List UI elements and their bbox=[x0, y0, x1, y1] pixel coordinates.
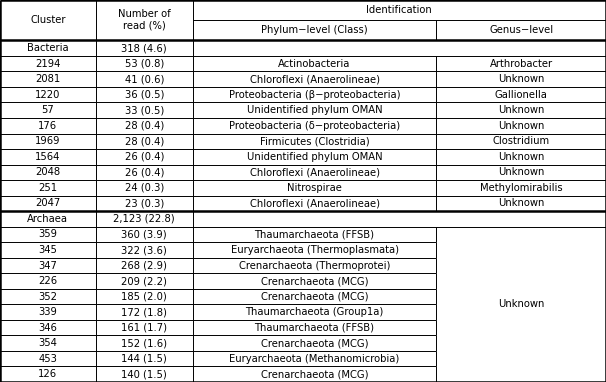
Text: 1220: 1220 bbox=[35, 90, 61, 100]
Text: 24 (0.3): 24 (0.3) bbox=[125, 183, 164, 193]
Text: 339: 339 bbox=[38, 307, 58, 317]
Text: Thaumarchaeota (FFSB): Thaumarchaeota (FFSB) bbox=[255, 230, 375, 240]
Text: Chloroflexi (Anaerolineae): Chloroflexi (Anaerolineae) bbox=[250, 74, 379, 84]
Text: 33 (0.5): 33 (0.5) bbox=[125, 105, 164, 115]
Text: Thaumarchaeota (FFSB): Thaumarchaeota (FFSB) bbox=[255, 323, 375, 333]
Text: 268 (2.9): 268 (2.9) bbox=[121, 261, 167, 270]
Text: 2048: 2048 bbox=[35, 167, 61, 177]
Text: 36 (0.5): 36 (0.5) bbox=[125, 90, 164, 100]
Text: Crenarchaeota (MCG): Crenarchaeota (MCG) bbox=[261, 276, 368, 286]
Text: Unknown: Unknown bbox=[498, 121, 544, 131]
Text: 346: 346 bbox=[38, 323, 58, 333]
Text: Gallionella: Gallionella bbox=[494, 90, 548, 100]
Text: 352: 352 bbox=[38, 291, 58, 302]
Text: 28 (0.4): 28 (0.4) bbox=[125, 136, 164, 146]
Text: Nitrospirae: Nitrospirae bbox=[287, 183, 342, 193]
Text: Crenarchaeota (MCG): Crenarchaeota (MCG) bbox=[261, 291, 368, 302]
Text: Number of
read (%): Number of read (%) bbox=[118, 10, 171, 31]
Text: Unknown: Unknown bbox=[498, 299, 544, 309]
Text: 53 (0.8): 53 (0.8) bbox=[125, 59, 164, 69]
Text: 322 (3.6): 322 (3.6) bbox=[121, 245, 167, 255]
Text: 360 (3.9): 360 (3.9) bbox=[121, 230, 167, 240]
Text: 23 (0.3): 23 (0.3) bbox=[125, 198, 164, 209]
Text: 26 (0.4): 26 (0.4) bbox=[125, 152, 164, 162]
Text: 318 (4.6): 318 (4.6) bbox=[121, 43, 167, 53]
Text: 251: 251 bbox=[38, 183, 58, 193]
Text: 172 (1.8): 172 (1.8) bbox=[121, 307, 167, 317]
Text: Unknown: Unknown bbox=[498, 74, 544, 84]
Text: Cluster: Cluster bbox=[30, 15, 65, 25]
Text: Bacteria: Bacteria bbox=[27, 43, 68, 53]
Text: 185 (2.0): 185 (2.0) bbox=[121, 291, 167, 302]
Text: 26 (0.4): 26 (0.4) bbox=[125, 167, 164, 177]
Text: Unknown: Unknown bbox=[498, 167, 544, 177]
Text: 161 (1.7): 161 (1.7) bbox=[121, 323, 167, 333]
Text: 2194: 2194 bbox=[35, 59, 61, 69]
Text: Euryarchaeota (Thermoplasmata): Euryarchaeota (Thermoplasmata) bbox=[230, 245, 399, 255]
Text: 2081: 2081 bbox=[35, 74, 61, 84]
Text: 1969: 1969 bbox=[35, 136, 61, 146]
Text: Unidentified phylum OMAN: Unidentified phylum OMAN bbox=[247, 105, 382, 115]
Text: 345: 345 bbox=[38, 245, 58, 255]
Text: 41 (0.6): 41 (0.6) bbox=[125, 74, 164, 84]
Text: Euryarchaeota (Methanomicrobia): Euryarchaeota (Methanomicrobia) bbox=[230, 354, 399, 364]
Text: Unknown: Unknown bbox=[498, 105, 544, 115]
Text: Proteobacteria (β−proteobacteria): Proteobacteria (β−proteobacteria) bbox=[228, 90, 401, 100]
Text: Clostridium: Clostridium bbox=[493, 136, 550, 146]
Text: Unknown: Unknown bbox=[498, 198, 544, 209]
Text: Proteobacteria (δ−proteobacteria): Proteobacteria (δ−proteobacteria) bbox=[229, 121, 400, 131]
Text: Archaea: Archaea bbox=[27, 214, 68, 224]
Text: Thaumarchaeota (Group1a): Thaumarchaeota (Group1a) bbox=[245, 307, 384, 317]
Text: 1564: 1564 bbox=[35, 152, 61, 162]
Text: 144 (1.5): 144 (1.5) bbox=[121, 354, 167, 364]
Text: 226: 226 bbox=[38, 276, 58, 286]
Text: Unknown: Unknown bbox=[498, 152, 544, 162]
Text: Chloroflexi (Anaerolineae): Chloroflexi (Anaerolineae) bbox=[250, 167, 379, 177]
Text: 453: 453 bbox=[38, 354, 58, 364]
Text: Phylum−level (Class): Phylum−level (Class) bbox=[261, 25, 368, 35]
Text: Crenarchaeota (MCG): Crenarchaeota (MCG) bbox=[261, 338, 368, 348]
Text: 354: 354 bbox=[38, 338, 58, 348]
Text: 2047: 2047 bbox=[35, 198, 61, 209]
Text: Unidentified phylum OMAN: Unidentified phylum OMAN bbox=[247, 152, 382, 162]
Text: 57: 57 bbox=[41, 105, 55, 115]
Text: 126: 126 bbox=[38, 369, 58, 379]
Text: 152 (1.6): 152 (1.6) bbox=[121, 338, 167, 348]
Text: 209 (2.2): 209 (2.2) bbox=[121, 276, 167, 286]
Text: 140 (1.5): 140 (1.5) bbox=[121, 369, 167, 379]
Text: Genus−level: Genus−level bbox=[489, 25, 553, 35]
Text: 347: 347 bbox=[38, 261, 58, 270]
Text: Firmicutes (Clostridia): Firmicutes (Clostridia) bbox=[260, 136, 369, 146]
Text: 2,123 (22.8): 2,123 (22.8) bbox=[113, 214, 175, 224]
Text: 359: 359 bbox=[38, 230, 58, 240]
Text: Arthrobacter: Arthrobacter bbox=[490, 59, 553, 69]
Text: Actinobacteria: Actinobacteria bbox=[278, 59, 351, 69]
Text: Chloroflexi (Anaerolineae): Chloroflexi (Anaerolineae) bbox=[250, 198, 379, 209]
Text: Crenarchaeota (MCG): Crenarchaeota (MCG) bbox=[261, 369, 368, 379]
Text: Crenarchaeota (Thermoprotei): Crenarchaeota (Thermoprotei) bbox=[239, 261, 390, 270]
Text: Methylomirabilis: Methylomirabilis bbox=[480, 183, 562, 193]
Text: 176: 176 bbox=[38, 121, 58, 131]
Text: 28 (0.4): 28 (0.4) bbox=[125, 121, 164, 131]
Text: Identification: Identification bbox=[367, 5, 432, 15]
